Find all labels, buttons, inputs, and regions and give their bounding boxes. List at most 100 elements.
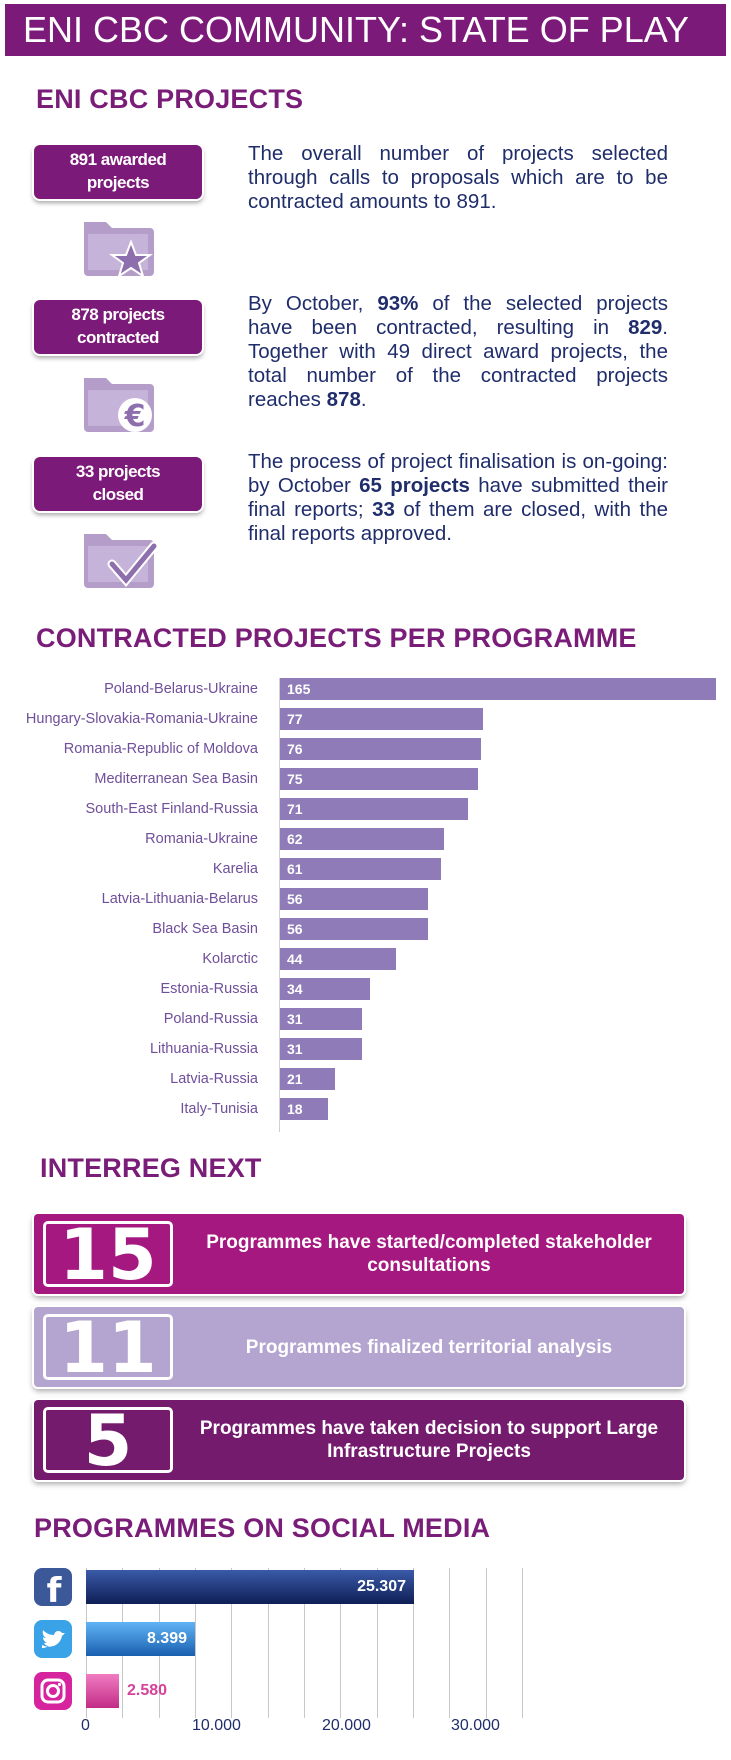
bar-label: Lithuania-Russia <box>149 1041 258 1057</box>
bar-value-label: 21 <box>287 1071 303 1087</box>
text-run: . <box>360 388 367 411</box>
bar-value-label: 76 <box>287 741 303 757</box>
social-bar <box>86 1622 195 1656</box>
facebook-icon: f <box>34 1568 72 1611</box>
badge-line: projects <box>86 173 150 192</box>
bar-value-label: 18 <box>287 1101 303 1117</box>
interreg-stat-consultations: 15 Programmes have started/completed sta… <box>34 1214 684 1294</box>
bar-value-label: 34 <box>287 981 303 997</box>
bar-value-label: 56 <box>287 891 303 907</box>
page-banner: ENI CBC COMMUNITY: STATE OF PLAY <box>5 4 726 56</box>
grid-line <box>486 1568 487 1718</box>
interreg-stat-infrastructure: 5 Programmes have taken decision to supp… <box>34 1400 684 1480</box>
social-section-title: PROGRAMMES ON SOCIAL MEDIA <box>34 1513 491 1543</box>
grid-line <box>522 1568 523 1718</box>
folder-euro-icon: € <box>84 378 154 434</box>
bar-value-label: 75 <box>287 771 303 787</box>
awarded-badge: 891 awarded projects <box>34 145 202 199</box>
bar-value-label: 77 <box>287 711 303 727</box>
bar <box>280 798 468 820</box>
badge-line: 891 awarded <box>69 150 167 169</box>
closed-description: The process of project finalisation is o… <box>248 450 668 546</box>
interreg-section-title: INTERREG NEXT <box>40 1153 262 1183</box>
bar-label: Latvia-Russia <box>170 1071 258 1087</box>
grid-line <box>304 1568 305 1718</box>
text-run: of the selected projects have been contr… <box>248 292 668 339</box>
grid-line <box>377 1568 378 1718</box>
bar-label: Latvia-Lithuania-Belarus <box>101 891 258 907</box>
highlight-number: 878 <box>326 388 361 411</box>
interreg-stat-territorial-analysis: 11 Programmes finalized territorial anal… <box>34 1307 684 1387</box>
grid-line <box>195 1568 196 1718</box>
axis-tick-label: 0 <box>81 1717 90 1734</box>
bar <box>280 948 396 970</box>
bar <box>280 918 428 940</box>
badge-line: contracted <box>77 328 159 347</box>
highlight-number: 65 projects <box>359 474 470 497</box>
badge-line: 33 projects <box>75 462 161 481</box>
highlight-percent: 93% <box>377 292 419 315</box>
bar <box>280 1038 362 1060</box>
grid-line <box>449 1568 450 1718</box>
axis-tick-label: 10.000 <box>192 1717 241 1734</box>
bar <box>280 738 481 760</box>
social-bar <box>86 1674 119 1708</box>
bar-value-label: 44 <box>287 951 303 967</box>
bar-label: Kolarctic <box>202 951 258 967</box>
bar-label: Mediterranean Sea Basin <box>94 771 258 787</box>
page-title: ENI CBC COMMUNITY: STATE OF PLAY <box>23 9 690 50</box>
stat-number: 5 <box>43 1406 173 1476</box>
stat-description: Programmes finalized territorial analysi… <box>245 1336 613 1358</box>
stat-number: 15 <box>43 1220 173 1290</box>
projects-section-title: ENI CBC PROJECTS <box>36 84 304 114</box>
bar <box>280 1008 362 1030</box>
text-run: By October, <box>248 292 378 315</box>
bar-value-label: 165 <box>287 681 311 697</box>
chart-axis-line <box>279 678 280 1132</box>
badge-line: 878 projects <box>71 305 165 324</box>
bar <box>280 678 716 700</box>
awarded-description: The overall number of projects selected … <box>248 142 668 213</box>
bar-label: South-East Finland-Russia <box>85 801 258 817</box>
badge-line: closed <box>92 485 144 504</box>
bar <box>280 888 428 910</box>
contracted-section-title: CONTRACTED PROJECTS PER PROGRAMME <box>36 623 637 653</box>
bar-value-label: 31 <box>287 1041 303 1057</box>
axis-tick-label: 30.000 <box>451 1717 500 1734</box>
bar <box>280 1068 335 1090</box>
bar-label: Romania-Republic of Moldova <box>63 741 258 757</box>
bar-label: Black Sea Basin <box>152 921 258 937</box>
text-run: of them are closed, with the final repor… <box>248 498 668 545</box>
text-run: The process of project finalisation is o… <box>248 450 668 497</box>
bar-label: Poland-Russia <box>163 1011 258 1027</box>
bar-value-label: 56 <box>287 921 303 937</box>
folder-check-icon <box>84 534 158 588</box>
bar-label: Karelia <box>212 861 258 877</box>
social-value-label: 25.307 <box>357 1578 406 1595</box>
grid-line <box>268 1568 269 1718</box>
highlight-number: 33 <box>372 498 395 521</box>
closed-badge: 33 projects closed <box>34 457 202 511</box>
bar-label: Poland-Belarus-Ukraine <box>104 681 258 697</box>
bar <box>280 708 483 730</box>
folder-star-icon <box>84 222 154 279</box>
stat-description: Programmes have taken decision to suppor… <box>199 1418 659 1462</box>
bar-label: Hungary-Slovakia-Romania-Ukraine <box>25 711 258 727</box>
social-value-label: 8.399 <box>146 1630 187 1647</box>
bar-label: Estonia-Russia <box>160 981 258 997</box>
grid-line <box>340 1568 341 1718</box>
bar-value-label: 62 <box>287 831 303 847</box>
stat-description: Programmes have started/completed stakeh… <box>206 1232 652 1276</box>
bar <box>280 978 370 1000</box>
bar <box>280 828 444 850</box>
bar-label: Romania-Ukraine <box>145 831 258 847</box>
social-value-label: 2.580 <box>127 1682 168 1699</box>
social-bar <box>86 1570 414 1604</box>
contracted-badge: 878 projects contracted <box>34 300 202 354</box>
twitter-icon <box>34 1620 72 1658</box>
bar-value-label: 71 <box>287 801 303 817</box>
bar <box>280 858 441 880</box>
svg-text:f: f <box>47 1571 63 1606</box>
text-run: have submitted their final reports; <box>248 474 668 521</box>
svg-text:€: € <box>124 399 146 434</box>
